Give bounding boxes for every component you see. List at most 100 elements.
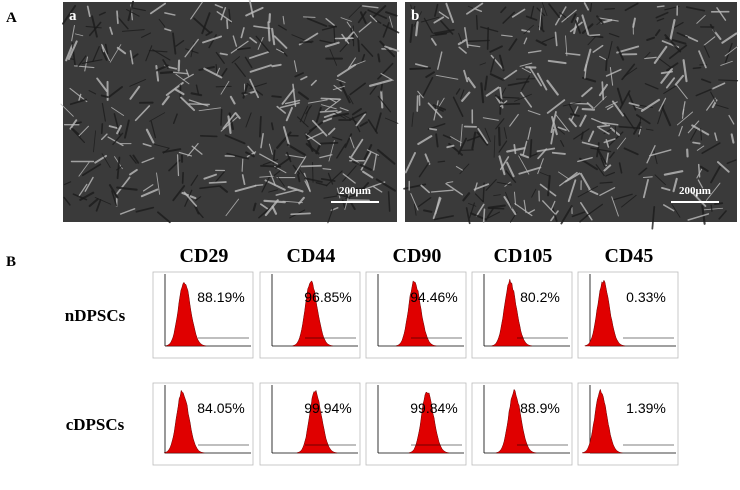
cell [687, 213, 710, 221]
cell [642, 178, 649, 199]
histogram: 99.94% [259, 382, 361, 466]
cell [657, 104, 665, 125]
cell [521, 75, 531, 91]
cell [148, 50, 168, 53]
cell [111, 107, 125, 116]
cell [280, 102, 300, 109]
cell [464, 27, 469, 48]
cell [703, 45, 710, 58]
cell [711, 82, 726, 90]
cell [329, 48, 338, 66]
cell [361, 53, 366, 62]
cell [203, 67, 223, 79]
cell [413, 11, 422, 27]
cell [369, 14, 378, 23]
cell [142, 184, 154, 192]
cell [267, 21, 271, 42]
cell [324, 41, 340, 48]
cell [550, 200, 556, 211]
cell [658, 97, 667, 112]
cell [487, 207, 505, 210]
cell [188, 103, 210, 106]
cell [474, 193, 484, 203]
cell [185, 69, 190, 77]
cell [92, 45, 100, 63]
cell [81, 163, 102, 177]
cell [116, 156, 121, 180]
scale-bar-label: 200μm [679, 185, 711, 197]
cell [473, 183, 490, 191]
cell [320, 178, 336, 182]
cell [129, 168, 138, 176]
cell [135, 206, 155, 213]
cell [644, 56, 657, 60]
marker-header: CD44 [287, 245, 336, 267]
cell [579, 114, 587, 127]
cell [159, 71, 173, 75]
cell [129, 50, 134, 65]
cell [359, 11, 367, 24]
cell [226, 19, 229, 30]
cell [342, 173, 356, 184]
cell [724, 46, 738, 57]
cell [231, 56, 241, 64]
cell [616, 45, 640, 54]
cell [333, 24, 336, 43]
cell [292, 164, 301, 175]
cell [357, 37, 360, 53]
cell [506, 161, 515, 178]
cell [514, 93, 532, 102]
cell [72, 128, 82, 137]
cell [644, 83, 659, 90]
cell [129, 154, 137, 164]
cell [461, 91, 471, 102]
cell [158, 18, 166, 27]
cell [299, 105, 309, 123]
cell [593, 95, 607, 109]
cell [260, 132, 264, 149]
image-label: b [411, 8, 419, 24]
cell [471, 131, 477, 150]
cell [530, 153, 538, 157]
cell [116, 15, 129, 30]
cell [599, 55, 607, 61]
cell [498, 54, 505, 72]
cell [307, 131, 325, 141]
cell [498, 140, 508, 153]
cell [268, 189, 279, 193]
cell [612, 193, 633, 201]
cell [623, 147, 639, 156]
cell [605, 68, 622, 77]
cell [467, 44, 481, 48]
cell [494, 94, 504, 103]
cell [297, 173, 301, 183]
cell [361, 43, 374, 57]
cell [442, 134, 452, 139]
cell [216, 67, 221, 76]
cell [150, 120, 156, 139]
cell [270, 122, 274, 131]
cell [697, 179, 704, 189]
cell [78, 183, 88, 197]
cell [124, 119, 130, 139]
cell [581, 141, 599, 148]
cell [72, 193, 88, 201]
cell [127, 0, 135, 22]
cell [484, 75, 488, 91]
cell [557, 126, 567, 131]
cell [503, 195, 517, 216]
cell [493, 194, 501, 197]
histogram: 99.84% [365, 382, 467, 466]
cell [446, 144, 455, 149]
cell [174, 88, 185, 96]
cell [520, 91, 533, 108]
cell [249, 78, 260, 99]
cell [306, 17, 328, 27]
cell [319, 154, 333, 159]
cell [351, 160, 373, 171]
cell [418, 162, 430, 178]
cell [446, 181, 454, 184]
cell [300, 164, 322, 168]
cell [284, 99, 301, 105]
histogram-peak [491, 279, 533, 347]
